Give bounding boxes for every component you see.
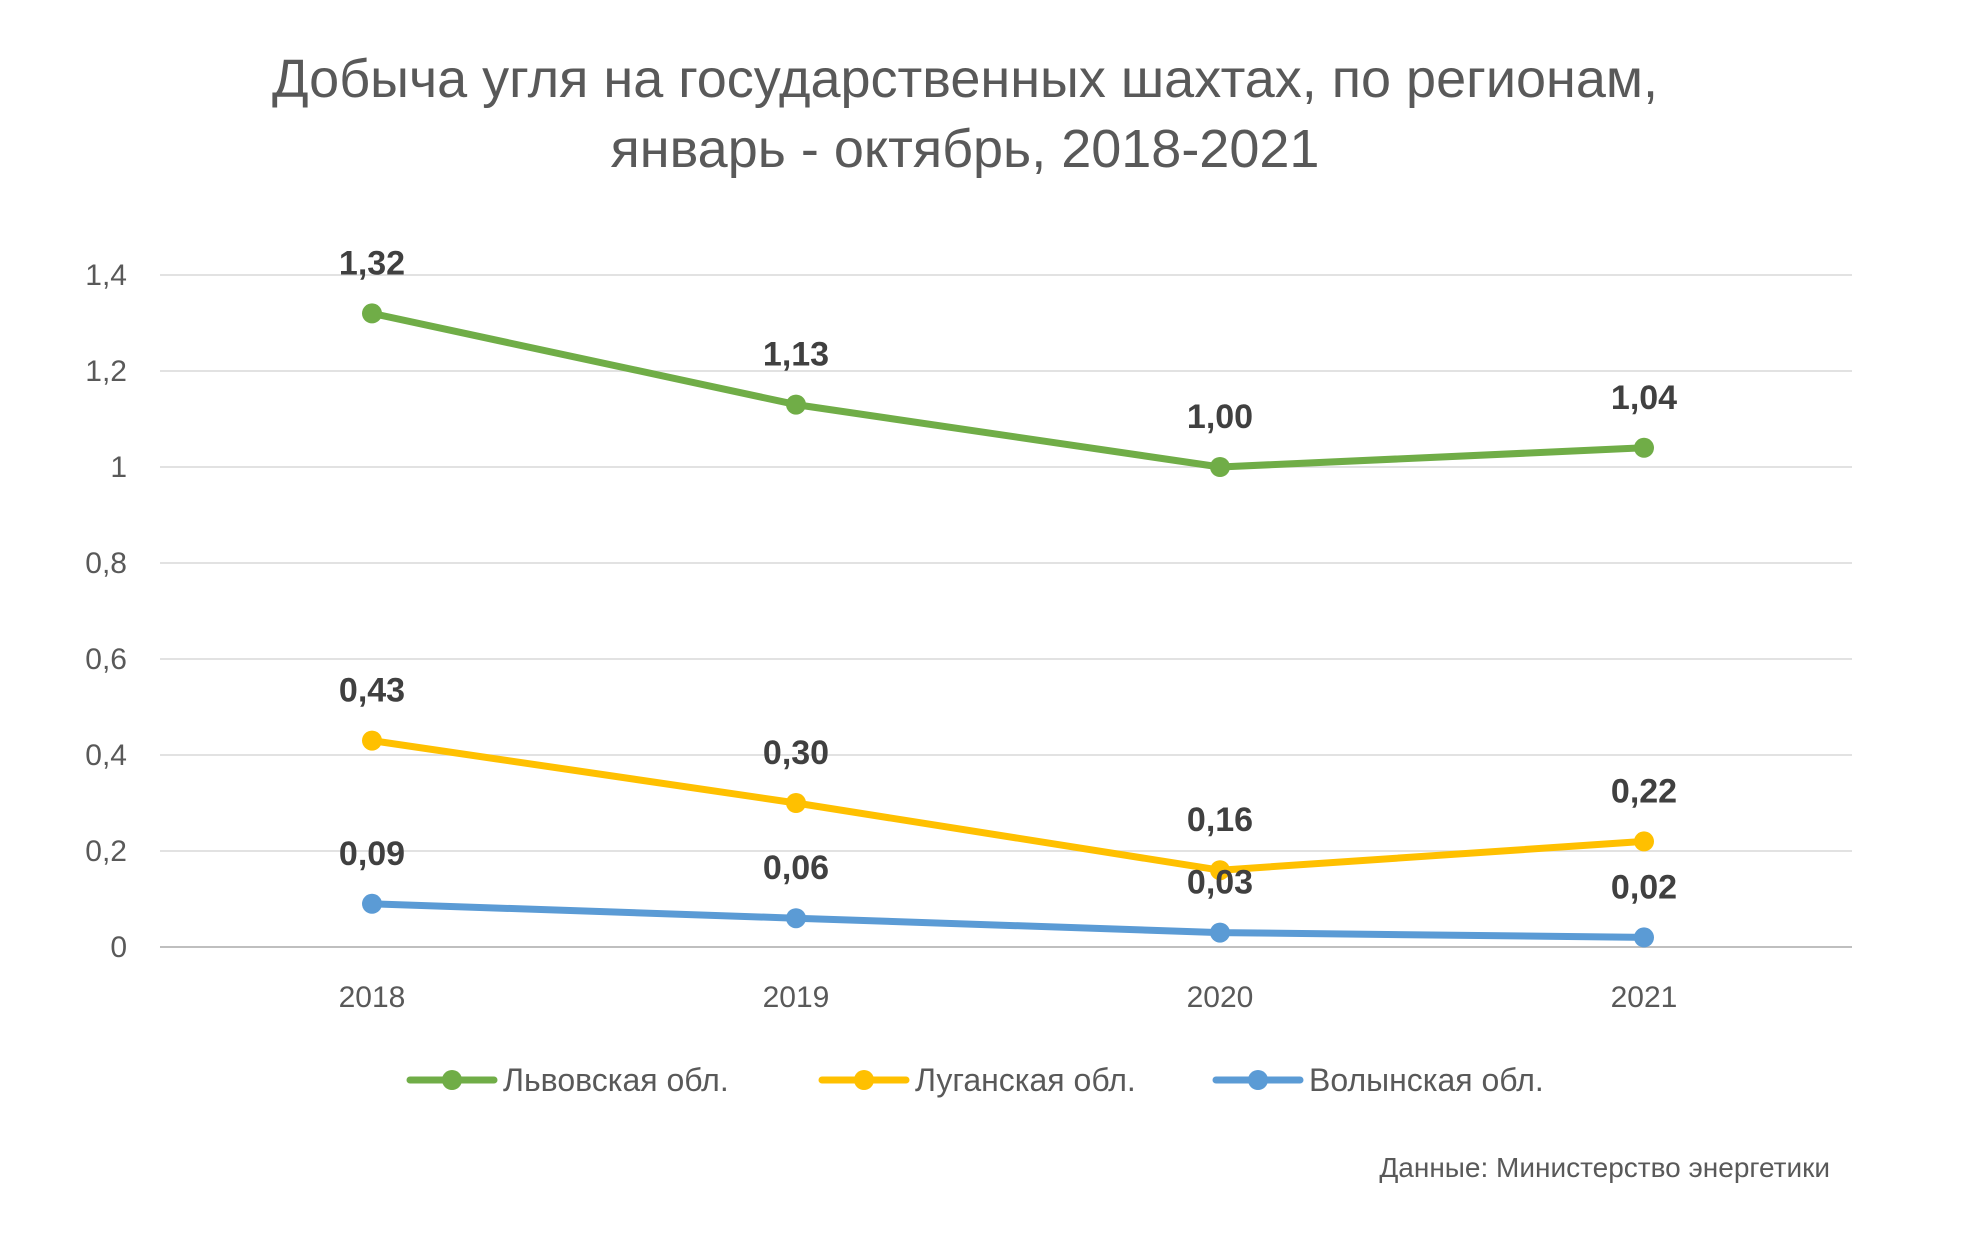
legend-marker bbox=[442, 1070, 462, 1090]
data-point bbox=[1634, 437, 1654, 458]
data-point bbox=[1210, 922, 1230, 943]
data-label: 0,43 bbox=[339, 672, 405, 710]
data-label: 0,03 bbox=[1187, 864, 1253, 902]
data-label: 0,09 bbox=[339, 835, 405, 873]
legend-marker bbox=[1248, 1070, 1268, 1090]
data-label: 1,04 bbox=[1611, 379, 1677, 417]
y-tick-label: 0,8 bbox=[85, 547, 127, 580]
data-point bbox=[1210, 860, 1230, 881]
x-tick-label: 2021 bbox=[1611, 981, 1678, 1014]
data-point bbox=[1634, 927, 1654, 948]
y-tick-label: 0,2 bbox=[85, 835, 127, 868]
chart-title-line-2: январь - октябрь, 2018-2021 bbox=[610, 119, 1320, 179]
data-label: 0,02 bbox=[1611, 868, 1677, 906]
y-tick-label: 1,2 bbox=[85, 355, 127, 388]
series-line bbox=[368, 309, 1648, 471]
source-note: Данные: Министерство энергетики bbox=[1379, 1152, 1830, 1183]
legend-label: Львовская обл. bbox=[503, 1062, 729, 1098]
series-line bbox=[368, 900, 1648, 941]
data-label: 1,13 bbox=[763, 336, 829, 374]
data-point bbox=[362, 730, 382, 751]
chart-title-line-1: Добыча угля на государственных шахтах, п… bbox=[272, 49, 1658, 109]
data-label: 0,06 bbox=[763, 849, 829, 887]
legend-label: Волынская обл. bbox=[1309, 1062, 1544, 1098]
data-point bbox=[1210, 457, 1230, 477]
y-tick-label: 0,4 bbox=[85, 739, 127, 772]
data-point bbox=[786, 793, 806, 813]
data-point bbox=[786, 394, 806, 415]
legend-label: Луганская обл. bbox=[915, 1062, 1136, 1098]
series-line bbox=[368, 737, 1648, 874]
y-tick-label: 0,6 bbox=[85, 643, 127, 676]
y-tick-label: 1,4 bbox=[85, 259, 127, 292]
data-label: 0,22 bbox=[1611, 772, 1677, 810]
data-point bbox=[1634, 831, 1654, 852]
data-label: 0,30 bbox=[763, 734, 829, 772]
y-tick-label: 0 bbox=[110, 931, 127, 964]
data-point bbox=[362, 893, 382, 914]
legend-marker bbox=[854, 1070, 874, 1090]
x-tick-label: 2018 bbox=[339, 981, 406, 1014]
data-label: 0,16 bbox=[1187, 801, 1253, 839]
data-point bbox=[362, 303, 382, 324]
x-tick-label: 2020 bbox=[1187, 981, 1254, 1014]
y-tick-label: 1 bbox=[110, 451, 127, 484]
x-tick-label: 2019 bbox=[763, 981, 830, 1014]
data-point bbox=[786, 908, 806, 929]
data-label: 1,00 bbox=[1187, 398, 1253, 436]
data-label: 1,32 bbox=[339, 244, 405, 282]
